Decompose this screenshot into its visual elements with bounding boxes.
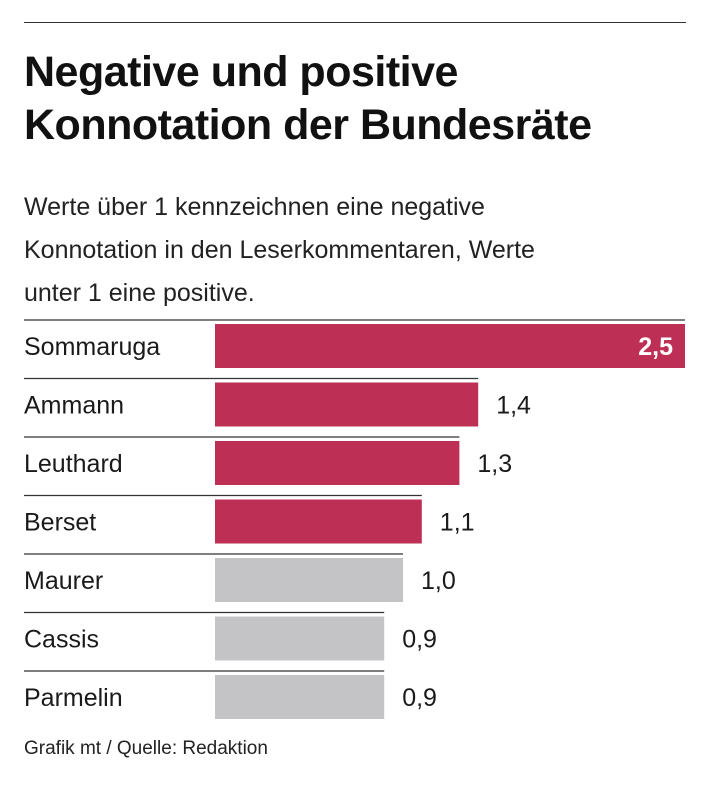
chart-subtitle-line-2: Konnotation in den Leserkommentaren, Wer… [24, 236, 535, 264]
bar-sommaruga [215, 324, 685, 368]
category-label: Cassis [24, 626, 99, 654]
chart-title-line-2: Konnotation der Bundesräte [24, 101, 592, 149]
value-label: 1,4 [496, 392, 531, 420]
category-label: Leuthard [24, 450, 123, 478]
bar-ammann [215, 382, 479, 427]
chart-title: Negative und positive Konnotation der Bu… [24, 46, 694, 152]
source-footer: Grafik mt / Quelle: Redaktion [24, 738, 268, 759]
bar-berset [215, 499, 422, 544]
category-label: Parmelin [24, 684, 123, 712]
top-rule [24, 22, 686, 23]
value-label: 2,5 [638, 333, 673, 361]
value-label: 1,3 [477, 450, 512, 478]
bar-chart: Sommaruga 2,5 Ammann 1,4 Leuthard 1,3 Berset 1,… [24, 319, 685, 719]
chart-subtitle-line-1: Werte über 1 kennzeichnen eine negative [24, 193, 485, 221]
bar-cassis [215, 616, 385, 661]
bar-parmelin [215, 675, 385, 719]
category-label: Berset [24, 509, 96, 537]
bar-maurer [215, 558, 403, 602]
value-label: 1,1 [440, 509, 475, 537]
chart-title-line-1: Negative und positive [24, 48, 458, 96]
category-label: Maurer [24, 567, 103, 595]
bar-leuthard [215, 441, 460, 485]
value-label: 0,9 [402, 626, 437, 654]
chart-subtitle-line-3: unter 1 eine positive. [24, 279, 255, 307]
category-label: Sommaruga [24, 333, 160, 361]
category-label: Ammann [24, 392, 124, 420]
value-label: 1,0 [421, 567, 456, 595]
value-label: 0,9 [402, 684, 437, 712]
chart-subtitle: Werte über 1 kennzeichnen eine negative … [24, 186, 624, 315]
